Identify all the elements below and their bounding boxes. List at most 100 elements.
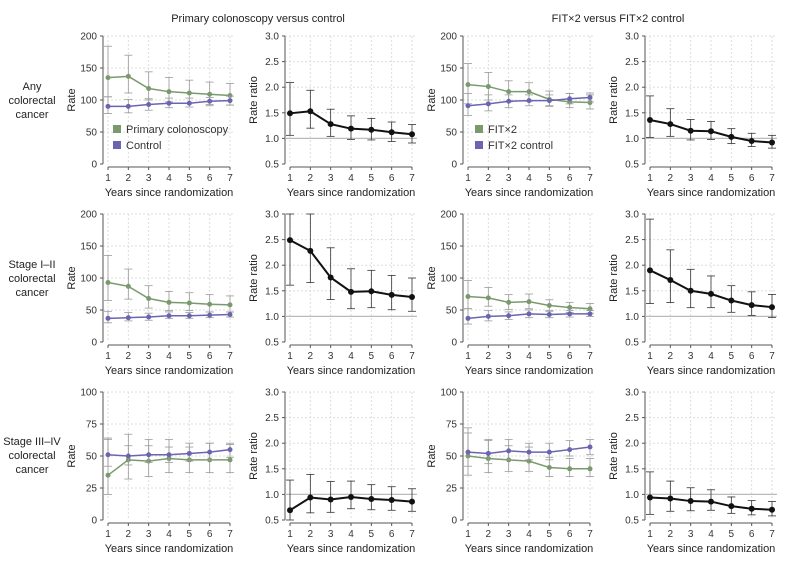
legend-swatch-primary-colonoscopy xyxy=(113,125,121,133)
x-tick-label: 7 xyxy=(587,173,593,184)
x-tick-label: 1 xyxy=(647,173,653,184)
data-point xyxy=(287,507,293,514)
legend-label-fit2-control: FIT×2 control xyxy=(488,140,553,152)
data-point xyxy=(146,295,152,301)
x-tick-label: 7 xyxy=(227,173,233,184)
x-tick-label: 2 xyxy=(486,529,492,540)
data-point xyxy=(526,449,532,455)
column-header-colonoscopy: Primary colonoscopy versus control xyxy=(171,13,345,25)
x-tick-label: 4 xyxy=(348,529,354,540)
data-point xyxy=(207,449,213,455)
data-point xyxy=(506,98,512,104)
y-axis-label: Rate xyxy=(426,444,438,467)
data-point xyxy=(207,91,213,97)
x-tick-label: 2 xyxy=(668,173,674,184)
x-tick-label: 6 xyxy=(567,351,573,362)
x-tick-label: 3 xyxy=(688,173,694,184)
panel-2-2: 0 25 50 75 100 1 2 3 4 5 6 7 Years since randomizati… xyxy=(426,388,595,555)
data-point xyxy=(465,294,471,300)
y-tick-label: 1.0 xyxy=(625,490,639,501)
data-point xyxy=(728,297,735,304)
x-tick-label: 4 xyxy=(348,173,354,184)
data-point xyxy=(506,299,512,305)
legend-fit: FIT×2 FIT×2 control xyxy=(475,124,553,152)
x-tick-label: 5 xyxy=(547,351,553,362)
y-tick-label: 2.0 xyxy=(265,83,279,94)
y-axis-label: Rate xyxy=(426,88,438,111)
data-point xyxy=(465,103,471,109)
x-tick-label: 2 xyxy=(126,173,132,184)
data-point xyxy=(287,237,293,244)
y-tick-label: 3.0 xyxy=(265,32,279,43)
data-point xyxy=(587,311,593,317)
y-tick-label: 0.5 xyxy=(265,160,279,171)
y-tick-label: 100 xyxy=(80,96,97,107)
x-tick-label: 1 xyxy=(465,351,471,362)
y-tick-label: 50 xyxy=(86,306,98,317)
y-axis-label: Rate ratio xyxy=(248,76,260,124)
x-tick-label: 5 xyxy=(187,529,193,540)
series-fit-2-control xyxy=(464,92,594,116)
y-axis-label: Rate xyxy=(66,266,78,289)
y-tick-label: 0.5 xyxy=(265,516,279,527)
data-point xyxy=(186,100,192,106)
data-point xyxy=(368,288,375,295)
legend-swatch-fit2-control xyxy=(475,141,483,149)
y-tick-label: 2.0 xyxy=(625,83,639,94)
x-tick-label: 5 xyxy=(547,529,553,540)
y-tick-label: 2.5 xyxy=(265,413,279,424)
data-point xyxy=(166,100,172,106)
x-tick-label: 3 xyxy=(328,173,334,184)
data-point xyxy=(546,303,552,309)
x-tick-label: 7 xyxy=(409,529,415,540)
data-point xyxy=(388,497,395,504)
y-tick-label: 1.0 xyxy=(625,312,639,323)
data-point xyxy=(587,94,593,100)
data-point xyxy=(368,126,375,133)
svg-text:colorectal: colorectal xyxy=(8,95,55,107)
series-primary-colonoscopy xyxy=(104,45,234,106)
series-fit-2-control xyxy=(464,308,594,325)
series-control xyxy=(104,437,234,467)
data-point xyxy=(687,287,694,294)
series-control xyxy=(104,95,234,114)
data-point xyxy=(526,89,532,95)
data-point xyxy=(105,452,111,458)
y-tick-label: 0 xyxy=(91,160,97,171)
legend-colonoscopy: Primary colonoscopy Control xyxy=(113,124,229,152)
series-control xyxy=(104,310,234,324)
y-tick-label: 2.0 xyxy=(625,261,639,272)
y-tick-label: 3.0 xyxy=(265,210,279,221)
data-point xyxy=(409,293,415,300)
x-tick-label: 2 xyxy=(308,529,314,540)
y-tick-label: 2.5 xyxy=(625,57,639,68)
x-tick-label: 6 xyxy=(749,173,755,184)
x-tick-label: 5 xyxy=(187,351,193,362)
data-point xyxy=(348,125,354,132)
y-tick-label: 1.5 xyxy=(265,464,279,475)
x-tick-label: 5 xyxy=(729,173,735,184)
data-point xyxy=(207,312,213,318)
data-point xyxy=(166,452,172,458)
data-point xyxy=(207,301,213,307)
svg-text:Any: Any xyxy=(23,81,42,93)
legend-swatch-fit2 xyxy=(475,125,483,133)
x-tick-label: 7 xyxy=(409,351,415,362)
data-point xyxy=(125,103,131,109)
x-tick-label: 4 xyxy=(708,173,714,184)
y-tick-label: 1.5 xyxy=(625,286,639,297)
x-tick-label: 1 xyxy=(287,173,293,184)
data-point xyxy=(587,466,593,472)
x-tick-label: 2 xyxy=(668,529,674,540)
x-tick-label: 1 xyxy=(647,529,653,540)
y-tick-label: 2.5 xyxy=(265,57,279,68)
x-tick-label: 1 xyxy=(465,529,471,540)
x-tick-label: 4 xyxy=(526,173,532,184)
x-tick-label: 6 xyxy=(389,351,395,362)
data-point xyxy=(485,450,491,456)
data-point xyxy=(485,84,491,90)
data-point xyxy=(227,302,233,308)
data-point xyxy=(409,131,415,138)
data-point xyxy=(207,98,213,104)
data-point xyxy=(708,128,714,135)
